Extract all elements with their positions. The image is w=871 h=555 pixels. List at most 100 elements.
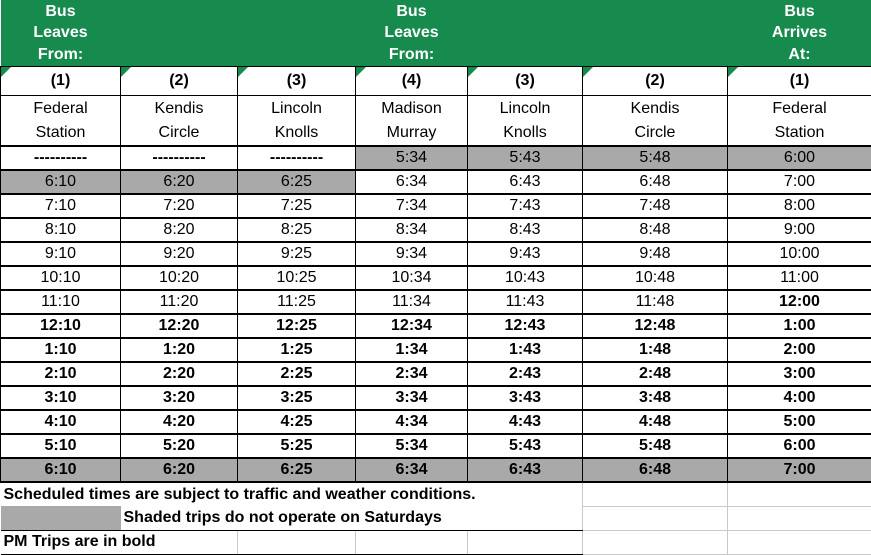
time-cell: 5:48	[583, 146, 728, 170]
time-cell: 5:10	[1, 434, 121, 458]
green-corner-flag-icon	[583, 67, 593, 77]
time-cell: 7:25	[238, 194, 356, 218]
time-cell: 1:00	[728, 314, 871, 338]
time-cell: 10:10	[1, 266, 121, 290]
stop-number-cell: (4)	[356, 67, 468, 96]
time-cell: 9:10	[1, 242, 121, 266]
time-cell: ----------	[1, 146, 121, 170]
time-cell: 5:43	[468, 146, 583, 170]
time-cell: 6:20	[121, 458, 238, 482]
time-cell: 12:00	[728, 290, 871, 314]
time-cell: 6:48	[583, 458, 728, 482]
time-cell: 10:48	[583, 266, 728, 290]
time-cell: 7:00	[728, 170, 871, 194]
time-cell: 9:48	[583, 242, 728, 266]
stop-number-cell: (1)	[728, 67, 871, 96]
station-name-cell: Kendis Circle	[583, 96, 728, 147]
green-corner-flag-icon	[728, 67, 738, 77]
stop-number-cell: (2)	[121, 67, 238, 96]
footnote-empty-cell	[728, 506, 871, 530]
time-cell: 6:10	[1, 458, 121, 482]
time-cell: 2:00	[728, 338, 871, 362]
time-cell: 7:20	[121, 194, 238, 218]
time-cell: 6:10	[1, 170, 121, 194]
station-name-cell: Federal Station	[1, 96, 121, 147]
header-band-spacer	[583, 0, 728, 67]
station-name-cell: Lincoln Knolls	[468, 96, 583, 147]
time-cell: 10:43	[468, 266, 583, 290]
time-cell: 5:34	[356, 146, 468, 170]
time-cell: 8:10	[1, 218, 121, 242]
footnote-empty-cell	[356, 530, 468, 554]
time-cell: 1:34	[356, 338, 468, 362]
time-cell: 12:25	[238, 314, 356, 338]
time-cell: 4:25	[238, 410, 356, 434]
time-cell: 2:10	[1, 362, 121, 386]
time-cell: 6:25	[238, 458, 356, 482]
time-cell: 3:48	[583, 386, 728, 410]
header-band-spacer	[121, 0, 238, 67]
time-cell: 8:48	[583, 218, 728, 242]
footnote-empty-cell	[238, 530, 356, 554]
footnote-row-shaded: Shaded trips do not operate on Saturdays	[1, 506, 871, 530]
time-cell: 6:43	[468, 458, 583, 482]
time-cell: 3:10	[1, 386, 121, 410]
time-cell: 9:34	[356, 242, 468, 266]
time-cell: 6:34	[356, 458, 468, 482]
stop-number-cell: (3)	[238, 67, 356, 96]
time-cell: 1:20	[121, 338, 238, 362]
station-name-cell: Madison Murray	[356, 96, 468, 147]
time-cell: 6:25	[238, 170, 356, 194]
time-cell: 12:48	[583, 314, 728, 338]
footnote-empty-cell	[728, 530, 871, 554]
header-band-leaves-from-outbound: Bus Leaves From:	[1, 0, 121, 67]
gray-shade-swatch	[1, 506, 121, 530]
time-cell: 3:25	[238, 386, 356, 410]
time-cell: 11:34	[356, 290, 468, 314]
time-cell: 12:20	[121, 314, 238, 338]
time-cell: 11:10	[1, 290, 121, 314]
time-cell: 2:20	[121, 362, 238, 386]
time-cell: 3:34	[356, 386, 468, 410]
header-band-spacer	[468, 0, 583, 67]
green-corner-flag-icon	[468, 67, 478, 77]
time-cell: 1:43	[468, 338, 583, 362]
time-cell: 6:34	[356, 170, 468, 194]
time-cell: 8:00	[728, 194, 871, 218]
time-cell: 4:00	[728, 386, 871, 410]
footnote-pm: PM Trips are in bold	[1, 530, 238, 554]
time-cell: 1:48	[583, 338, 728, 362]
time-cell: 8:20	[121, 218, 238, 242]
time-cell: 11:00	[728, 266, 871, 290]
time-cell: 2:43	[468, 362, 583, 386]
station-name-cell: Kendis Circle	[121, 96, 238, 147]
green-corner-flag-icon	[1, 67, 11, 77]
time-cell: ----------	[121, 146, 238, 170]
stop-number-label: (4)	[402, 72, 422, 89]
time-cell: 4:20	[121, 410, 238, 434]
time-cell: 4:48	[583, 410, 728, 434]
time-cell: 10:20	[121, 266, 238, 290]
stop-number-label: (1)	[790, 72, 810, 89]
time-cell: 6:00	[728, 146, 871, 170]
time-cell: 2:48	[583, 362, 728, 386]
time-cell: 1:25	[238, 338, 356, 362]
time-cell: 6:43	[468, 170, 583, 194]
stop-number-label: (2)	[645, 72, 665, 89]
time-cell: 7:48	[583, 194, 728, 218]
time-cell: 1:10	[1, 338, 121, 362]
footnote-empty-cell	[728, 482, 871, 506]
time-cell: 10:34	[356, 266, 468, 290]
stop-number-cell: (3)	[468, 67, 583, 96]
station-name-cell: Federal Station	[728, 96, 871, 147]
stop-number-row: (1) (2) (3) (4) (3) (2) (1)	[1, 67, 871, 96]
header-band-arrives-at: Bus Arrives At:	[728, 0, 871, 67]
time-cell: 4:34	[356, 410, 468, 434]
time-cell: 4:43	[468, 410, 583, 434]
